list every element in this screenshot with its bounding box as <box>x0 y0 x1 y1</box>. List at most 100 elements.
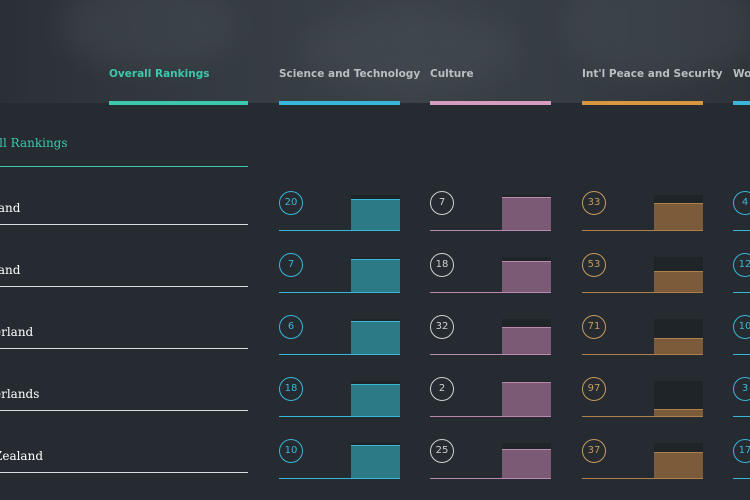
row-divider <box>0 410 248 411</box>
tab-peace-security[interactable]: Int'l Peace and Security <box>582 60 723 105</box>
tab-label: Int'l Peace and Security <box>582 68 723 80</box>
cell-baseline <box>582 230 703 231</box>
country-name[interactable]: erlands <box>0 387 40 401</box>
cell-baseline <box>279 416 400 417</box>
row-divider <box>0 348 248 349</box>
cell-baseline <box>582 416 703 417</box>
world-rank-cell[interactable]: 17 <box>733 439 750 479</box>
culture-rank-cell[interactable]: 32 <box>430 315 551 355</box>
science-rank-cell[interactable]: 18 <box>279 377 400 417</box>
world-rank-badge: 17 <box>733 439 750 463</box>
world-rank-cell[interactable]: 10 <box>733 315 750 355</box>
science-rank-cell[interactable]: 6 <box>279 315 400 355</box>
world-rank-badge: 4 <box>733 191 750 215</box>
culture-rank-badge: 2 <box>430 377 454 401</box>
culture-score-bar <box>502 261 551 293</box>
peace-score-bar <box>654 271 703 293</box>
world-rank-badge: 10 <box>733 315 750 339</box>
science-rank-cell[interactable]: 20 <box>279 191 400 231</box>
culture-score-bar <box>502 197 551 231</box>
country-name[interactable]: land <box>0 201 21 215</box>
peace-rank-badge: 33 <box>582 191 606 215</box>
cell-baseline <box>582 478 703 479</box>
cell-baseline <box>430 230 551 231</box>
cell-baseline <box>430 292 551 293</box>
cell-baseline <box>430 354 551 355</box>
tab-culture[interactable]: Culture <box>430 60 551 105</box>
tab-label: Wo <box>733 68 750 80</box>
peace-score-bar <box>654 338 703 355</box>
tab-underline <box>430 101 551 105</box>
culture-rank-badge: 32 <box>430 315 454 339</box>
tab-underline <box>582 101 703 105</box>
hero-banner <box>0 0 750 103</box>
science-rank-badge: 18 <box>279 377 303 401</box>
cell-baseline <box>430 416 551 417</box>
tab-world[interactable]: Wo <box>733 60 750 105</box>
cell-baseline <box>582 354 703 355</box>
country-name[interactable]: Zealand <box>0 449 43 463</box>
world-rank-cell[interactable]: 4 <box>733 191 750 231</box>
science-rank-cell[interactable]: 10 <box>279 439 400 479</box>
tab-underline <box>279 101 400 105</box>
row-divider <box>0 286 248 287</box>
peace-rank-cell[interactable]: 71 <box>582 315 703 355</box>
science-rank-cell[interactable]: 7 <box>279 253 400 293</box>
row-divider <box>0 472 248 473</box>
cell-baseline <box>430 478 551 479</box>
tab-label: Science and Technology <box>279 68 421 80</box>
row-divider <box>0 224 248 225</box>
peace-score-bar <box>654 203 703 231</box>
section-divider <box>0 166 248 167</box>
culture-rank-badge: 7 <box>430 191 454 215</box>
cell-baseline <box>279 292 400 293</box>
science-rank-badge: 7 <box>279 253 303 277</box>
culture-score-bar <box>502 449 551 479</box>
peace-score-bar <box>654 409 703 417</box>
world-rank-cell[interactable]: 3 <box>733 377 750 417</box>
world-rank-badge: 3 <box>733 377 750 401</box>
science-rank-badge: 20 <box>279 191 303 215</box>
peace-score-bar <box>654 452 703 479</box>
culture-rank-cell[interactable]: 2 <box>430 377 551 417</box>
culture-rank-cell[interactable]: 7 <box>430 191 551 231</box>
peace-rank-cell[interactable]: 53 <box>582 253 703 293</box>
tab-science-technology[interactable]: Science and Technology <box>279 60 420 105</box>
cell-baseline <box>582 292 703 293</box>
peace-rank-cell[interactable]: 37 <box>582 439 703 479</box>
culture-rank-badge: 25 <box>430 439 454 463</box>
tab-underline <box>109 101 248 105</box>
culture-rank-cell[interactable]: 25 <box>430 439 551 479</box>
cell-baseline <box>733 478 750 479</box>
tab-label: Overall Rankings <box>109 68 210 80</box>
tab-overall-rankings[interactable]: Overall Rankings <box>109 60 248 105</box>
cell-baseline <box>733 354 750 355</box>
tab-underline <box>733 101 750 105</box>
culture-score-bar <box>502 327 551 355</box>
science-rank-badge: 10 <box>279 439 303 463</box>
cell-baseline <box>733 292 750 293</box>
world-rank-cell[interactable]: 12 <box>733 253 750 293</box>
country-name[interactable]: erland <box>0 325 34 339</box>
peace-rank-badge: 53 <box>582 253 606 277</box>
world-rank-badge: 12 <box>733 253 750 277</box>
science-score-bar <box>351 199 400 231</box>
country-name[interactable]: land <box>0 263 21 277</box>
peace-rank-badge: 71 <box>582 315 606 339</box>
science-score-bar <box>351 445 400 479</box>
cell-baseline <box>733 416 750 417</box>
culture-rank-cell[interactable]: 18 <box>430 253 551 293</box>
culture-rank-badge: 18 <box>430 253 454 277</box>
peace-rank-cell[interactable]: 33 <box>582 191 703 231</box>
science-score-bar <box>351 321 400 355</box>
peace-rank-badge: 37 <box>582 439 606 463</box>
culture-score-bar <box>502 382 551 417</box>
cell-baseline <box>733 230 750 231</box>
science-rank-badge: 6 <box>279 315 303 339</box>
cell-baseline <box>279 478 400 479</box>
cell-baseline <box>279 354 400 355</box>
science-score-bar <box>351 384 400 417</box>
tab-label: Culture <box>430 68 474 80</box>
peace-rank-cell[interactable]: 97 <box>582 377 703 417</box>
section-title: all Rankings <box>0 136 68 150</box>
